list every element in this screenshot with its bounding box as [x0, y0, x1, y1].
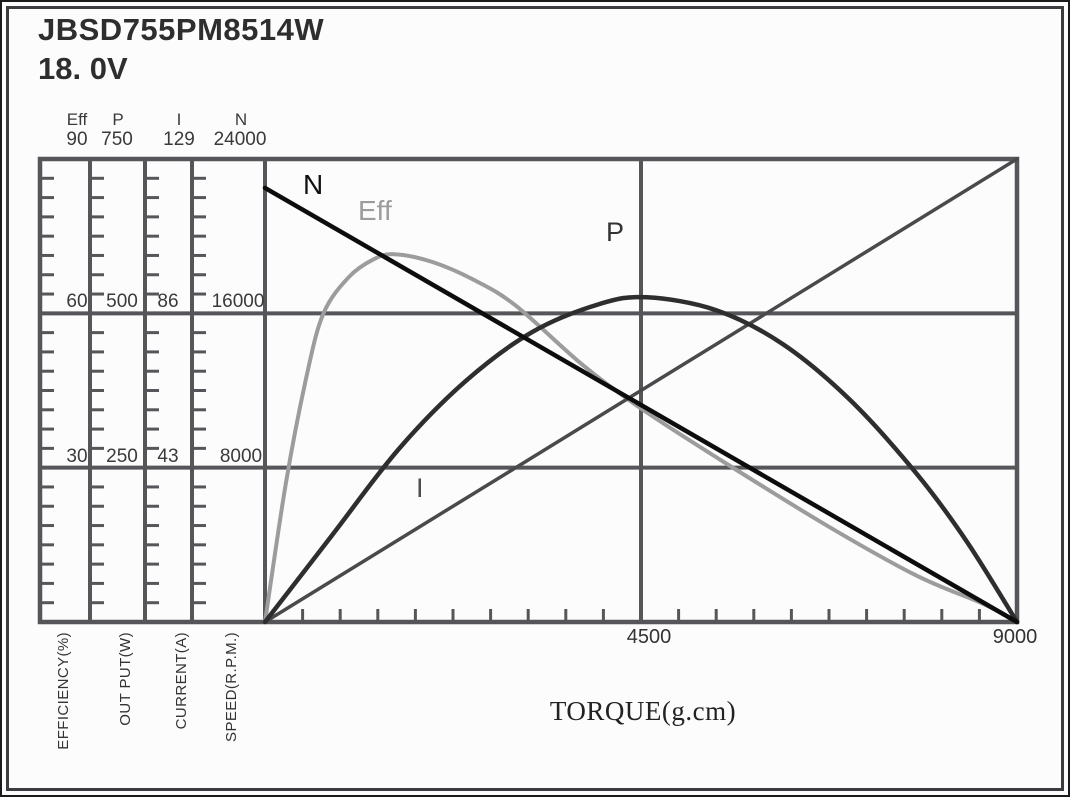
axis-unit-efficiency: EFFICIENCY(%)	[55, 632, 72, 750]
x-axis-title: TORQUE(g.cm)	[549, 696, 737, 726]
axis-unit-current: CURRENT(A)	[173, 632, 190, 730]
voltage-label: 18. 0V	[38, 51, 128, 86]
axis-low-eff: 30	[66, 446, 88, 467]
axis-max-eff: 90	[66, 129, 88, 150]
curve-label-current: I	[416, 473, 424, 503]
x-tick-4500: 4500	[626, 626, 672, 648]
axis-low-n: 8000	[219, 446, 263, 467]
axis-max-n: 24000	[213, 129, 267, 150]
x-tick-9000: 9000	[992, 626, 1038, 648]
axis-low-p: 250	[106, 446, 138, 467]
axis-name-p: P	[112, 110, 124, 129]
axis-unit-speed: SPEED(R.P.M.)	[223, 632, 240, 742]
axis-mid-i: 86	[157, 291, 179, 312]
model-number: JBSD755PM8514W	[38, 12, 325, 47]
axis-unit-output: OUT PUT(W)	[117, 632, 134, 726]
axis-max-i: 129	[163, 129, 195, 150]
axis-name-eff: Eff	[66, 110, 88, 129]
axis-name-i: I	[176, 110, 182, 129]
axis-max-p: 750	[101, 129, 133, 150]
curve-label-speed: N	[303, 169, 324, 200]
curve-label-power: P	[606, 217, 625, 247]
curve-label-efficiency: Eff	[358, 195, 392, 226]
axis-mid-p: 500	[106, 291, 138, 312]
axis-mid-eff: 60	[66, 291, 88, 312]
axis-mid-n: 16000	[211, 291, 265, 312]
axis-low-i: 43	[157, 446, 179, 467]
axis-name-n: N	[234, 110, 248, 129]
